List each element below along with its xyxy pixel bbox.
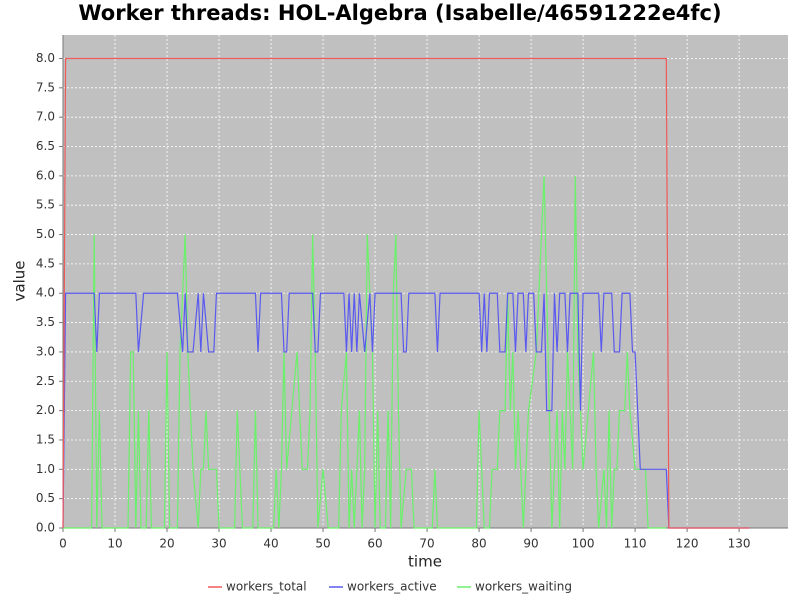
y-tick-label: 1.0 <box>36 462 55 476</box>
y-tick-label: 3.5 <box>36 315 55 329</box>
x-tick-label: 50 <box>315 537 330 551</box>
y-tick-label: 2.5 <box>36 374 55 388</box>
x-tick-label: 100 <box>572 537 595 551</box>
series-line <box>62 292 750 529</box>
chart-title: Worker threads: HOL-Algebra (Isabelle/46… <box>78 1 721 25</box>
legend-label: workers_waiting <box>475 580 572 594</box>
plot-area <box>63 35 788 528</box>
series-line <box>63 175 667 529</box>
y-tick-label: 1.5 <box>36 432 55 446</box>
x-tick-label: 20 <box>159 537 174 551</box>
y-tick-label: 4.0 <box>36 286 55 300</box>
x-tick-label: 130 <box>728 537 751 551</box>
y-tick-label: 6.0 <box>36 168 55 182</box>
x-tick-label: 110 <box>624 537 647 551</box>
y-tick-label: 3.0 <box>36 344 55 358</box>
legend-label: workers_active <box>347 580 437 594</box>
x-tick-label: 60 <box>367 537 382 551</box>
x-tick-label: 30 <box>211 537 226 551</box>
y-tick-label: 7.5 <box>36 80 55 94</box>
x-tick-label: 0 <box>59 537 67 551</box>
y-axis-label: value <box>11 261 29 302</box>
y-tick-label: 0.0 <box>36 521 55 535</box>
y-tick-label: 5.0 <box>36 227 55 241</box>
x-tick-label: 120 <box>676 537 699 551</box>
legend-label: workers_total <box>226 580 307 594</box>
y-tick-label: 4.5 <box>36 256 55 270</box>
x-tick-label: 90 <box>523 537 538 551</box>
x-tick-label: 40 <box>263 537 278 551</box>
x-tick-label: 70 <box>419 537 434 551</box>
y-tick-label: 5.5 <box>36 198 55 212</box>
y-tick-label: 2.0 <box>36 403 55 417</box>
x-axis-label: time <box>408 553 442 571</box>
series-line <box>62 57 750 529</box>
y-tick-label: 7.0 <box>36 110 55 124</box>
y-tick-label: 6.5 <box>36 139 55 153</box>
y-tick-label: 8.0 <box>36 51 55 65</box>
y-tick-label: 0.5 <box>36 491 55 505</box>
x-tick-label: 10 <box>107 537 122 551</box>
x-tick-label: 80 <box>471 537 486 551</box>
